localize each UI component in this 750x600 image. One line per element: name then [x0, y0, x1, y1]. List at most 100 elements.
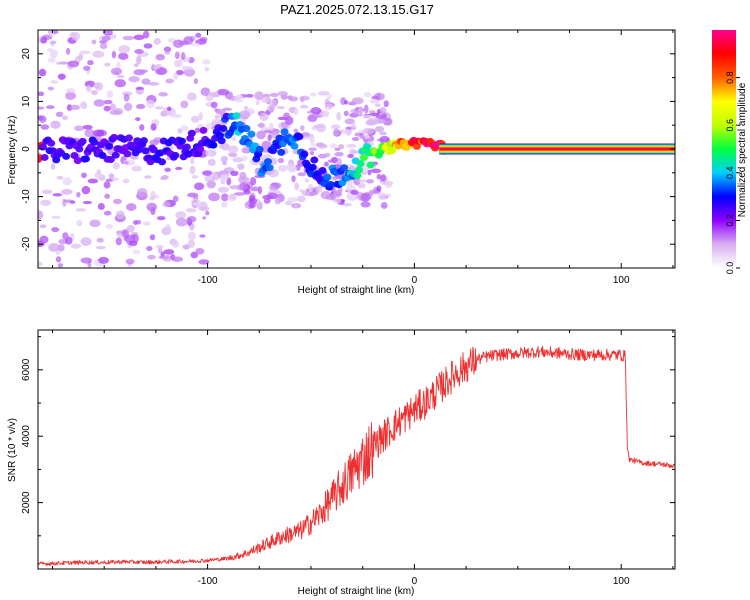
heatmap-cell — [47, 139, 56, 147]
heatmap-cell — [175, 166, 183, 171]
figure-title: PAZ1.2025.072.13.15.G17 — [280, 2, 434, 17]
heatmap-cell — [337, 186, 343, 193]
heatmap-cell — [104, 62, 111, 67]
heatmap-cell — [65, 88, 76, 93]
heatmap-cell — [232, 112, 241, 120]
heatmap-cell — [163, 249, 175, 255]
heatmap-cell — [165, 78, 174, 84]
heatmap-cell — [134, 48, 144, 54]
snr-panel: -100 0 100 2000 4000 6000 Height of straight … — [7, 329, 676, 597]
heatmap-cell — [359, 132, 365, 139]
heatmap-cell — [49, 40, 57, 45]
heatmap-cell — [189, 165, 196, 175]
heatmap-cell — [186, 208, 194, 213]
heatmap-cell — [368, 112, 380, 116]
heatmap-cell — [328, 159, 334, 163]
heatmap-cell — [73, 157, 82, 165]
heatmap-cell — [190, 43, 201, 47]
heatmap-cell — [342, 203, 352, 207]
heatmap-cell — [307, 110, 312, 114]
heatmap-cell — [248, 197, 258, 205]
heatmap-cell — [338, 129, 349, 135]
heatmap-cell — [105, 178, 114, 182]
heatmap-cell — [146, 158, 155, 166]
heatmap-cell — [366, 161, 375, 169]
heatmap-cell — [116, 74, 125, 79]
heatmap-cell — [171, 256, 184, 262]
heatmap-cell — [180, 52, 186, 60]
heatmap-cell — [40, 153, 49, 161]
heatmap-xlabel: Height of straight line (km) — [298, 285, 415, 296]
heatmap-cell — [329, 143, 337, 149]
heatmap-cell — [347, 153, 354, 159]
heatmap-cell — [261, 96, 271, 104]
heatmap-cell — [222, 107, 233, 111]
heatmap-cell — [55, 111, 64, 118]
heatmap-cell — [299, 125, 305, 131]
colorbar: 0.0 0.2 0.4 0.6 0.8 Normalized spectral ampl… — [712, 30, 748, 274]
heatmap-cell — [52, 193, 63, 197]
heatmap-cell — [61, 188, 73, 195]
heatmap-cell — [340, 164, 349, 172]
heatmap-cell — [156, 216, 166, 221]
heatmap-cell — [62, 115, 69, 120]
heatmap-cell — [221, 193, 229, 202]
heatmap-cell — [50, 163, 56, 170]
heatmap-cell — [58, 61, 70, 65]
heatmap-cell — [360, 192, 371, 202]
heatmap-cell — [150, 190, 156, 198]
heatmap-cell — [47, 86, 54, 91]
heatmap-cell — [207, 91, 220, 97]
heatmap-cell — [106, 156, 115, 164]
heatmap-cell — [128, 76, 140, 83]
heatmap-cell — [270, 158, 278, 165]
heatmap-cell — [96, 237, 104, 243]
snr-plot-area — [38, 330, 675, 569]
heatmap-cell — [222, 161, 227, 166]
heatmap-cell — [38, 261, 43, 267]
heatmap-cell — [48, 243, 60, 252]
heatmap-cell — [80, 237, 92, 246]
heatmap-cell — [250, 186, 260, 192]
heatmap-cell — [110, 67, 123, 76]
heatmap-cell — [123, 93, 130, 102]
colorbar-gradient — [712, 30, 736, 268]
heatmap-cell — [150, 123, 157, 131]
heatmap-cell — [174, 51, 180, 60]
heatmap-cell — [173, 59, 183, 68]
heatmap-cell — [379, 107, 387, 115]
heatmap-cell — [191, 175, 199, 179]
heatmap-cell — [310, 156, 319, 164]
heatmap-cell — [356, 160, 365, 168]
heatmap-cell — [267, 134, 272, 142]
heatmap-cell — [198, 112, 203, 121]
heatmap-cell — [171, 113, 182, 119]
heatmap-cell — [241, 147, 251, 154]
heatmap-cell — [142, 221, 151, 226]
heatmap-cell — [286, 163, 296, 170]
heatmap-cell — [194, 127, 200, 134]
colorbar-tick-label: 0.6 — [725, 119, 735, 132]
heatmap-cell — [106, 90, 114, 99]
heatmap-cell — [256, 130, 266, 140]
heatmap-cell — [115, 237, 122, 246]
heatmap-cell — [112, 162, 120, 170]
heatmap-cell — [123, 150, 132, 158]
heatmap-cell — [64, 236, 73, 245]
heatmap-cell — [196, 145, 205, 153]
heatmap-cell — [354, 166, 363, 174]
heatmap-cell — [293, 203, 299, 209]
heatmap-cell — [124, 161, 129, 165]
heatmap-cell — [133, 63, 139, 68]
heatmap-cell — [324, 161, 329, 167]
heatmap-cell — [269, 92, 279, 98]
heatmap-cell — [220, 155, 229, 163]
y-tick-label: 4000 — [21, 425, 32, 448]
heatmap-cell — [65, 47, 71, 55]
heatmap-cell — [370, 168, 382, 174]
heatmap-cell — [247, 130, 256, 138]
heatmap-cell — [71, 31, 81, 41]
heatmap-cell — [287, 196, 299, 203]
heatmap-cell — [383, 100, 389, 108]
heatmap-cell — [83, 65, 91, 71]
